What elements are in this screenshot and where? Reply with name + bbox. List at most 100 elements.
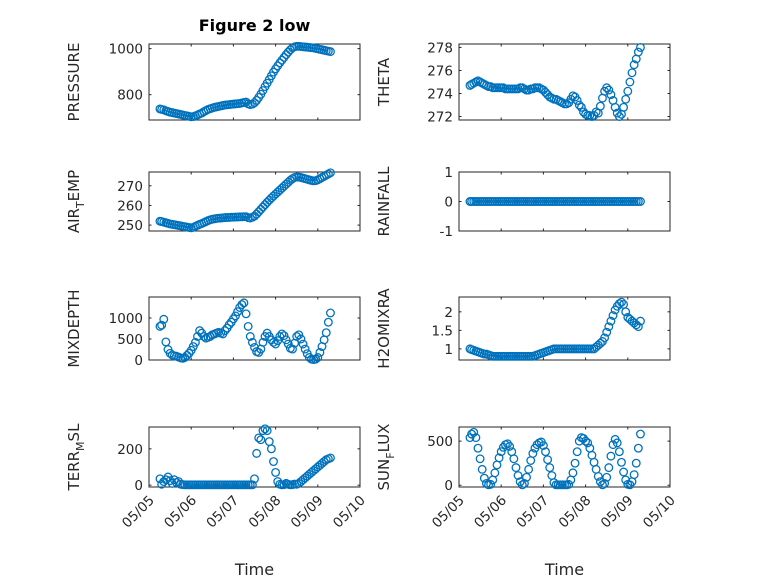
air_temp-axes-box (148, 171, 361, 232)
sun-flux-panel: 0 500 05/05 05/06 05/07 05/08 05/09 05/10 Time SU… (375, 424, 679, 579)
sun_flux-data-point (517, 480, 527, 490)
sun_flux-data-point (541, 447, 550, 457)
terr_msl-y-tick-label: 200 (117, 442, 143, 458)
pressure-data-point (279, 52, 289, 62)
sun_flux-y-tick-label: 500 (427, 434, 453, 450)
sun_flux-data-point (617, 457, 626, 467)
sun_flux-x-axis-label: Time (544, 560, 584, 579)
sun_flux-data-point (600, 479, 610, 488)
sun_flux-x-tick-label: 05/09 (598, 493, 637, 532)
sun_flux-data-point (602, 472, 612, 482)
mixdepth-y-axis-label: MIXDEPTH (65, 289, 83, 367)
theta-data-point (606, 90, 616, 100)
terr_msl-data-point (258, 426, 268, 436)
sun_flux-data-point (494, 453, 504, 463)
mixdepth-data-point (220, 326, 230, 336)
theta-data-point (604, 85, 614, 95)
h2omixra-panel: 1 1.5 2 H2OMIXRA (375, 288, 671, 369)
sun_flux-y-label-subscript: F (384, 452, 397, 458)
terr_msl-x-tick-label: 05/09 (288, 493, 327, 532)
mixdepth-data-point (321, 328, 331, 338)
sun_flux-data-point (490, 468, 500, 478)
terr_msl-data-point (271, 468, 281, 477)
sun_flux-y-tick-label: 0 (444, 478, 453, 494)
sun_flux-y-label-main: SUN (375, 459, 393, 491)
mixdepth-data-point (190, 337, 200, 347)
theta-data-point (627, 68, 637, 78)
terr_msl-x-tick-label: 05/05 (119, 493, 158, 532)
terr_msl-y-axis-label: TERRMSL (65, 423, 87, 492)
h2omixra-data-point (621, 307, 631, 317)
air_temp-y-tick-label: 260 (117, 198, 143, 214)
theta-data-point (629, 60, 639, 70)
h2omixra-data-point (600, 333, 610, 343)
pressure-y-tick-label: 800 (117, 88, 143, 104)
terr_msl-x-axis-label: Time (234, 560, 274, 579)
mixdepth-data-point (258, 337, 268, 347)
terr_msl-data-point (256, 435, 266, 445)
pressure-panel: 800 1000 PRESSURE Figure 2 low (65, 16, 361, 121)
sun_flux-data-point (511, 463, 521, 473)
sun_flux-data-point (513, 471, 523, 480)
sun_flux-data-point (612, 438, 622, 448)
theta-panel: 272 274 276 278 THETA (375, 40, 671, 126)
mixdepth-data-point (247, 337, 257, 347)
terr_msl-data-point (165, 476, 175, 486)
terr_msl-data-point (250, 474, 259, 484)
mixdepth-data-point (224, 320, 234, 330)
air_temp-data-point (326, 168, 335, 178)
pressure-data-point (250, 98, 259, 108)
terr_msl-data-point (266, 444, 276, 454)
pressure-data-point (277, 55, 287, 65)
mixdepth-data-point (313, 353, 323, 362)
h2omixra-data-point (614, 299, 624, 309)
terr_msl-y-label-main: TERR (65, 451, 83, 492)
sun_flux-data-point (604, 463, 614, 473)
mixdepth-data-point (277, 329, 287, 339)
mixdepth-y-tick-label: 1000 (109, 311, 143, 327)
mixdepth-y-tick-label: 500 (117, 332, 143, 348)
air_temp-y-label-rest: EMP (65, 170, 83, 201)
sun_flux-data-point (479, 473, 489, 483)
mixdepth-data-point (311, 354, 321, 364)
mixdepth-axes-box (148, 296, 361, 361)
theta-data-point (633, 47, 643, 57)
air_temp-y-axis-label: AIRTEMP (65, 170, 87, 233)
theta-data-point (625, 77, 635, 87)
sun_flux-data-point (598, 480, 607, 490)
mixdepth-y-tick-label: 0 (134, 353, 143, 369)
sun_flux-data-point (473, 443, 483, 453)
sun_flux-data-point (505, 441, 515, 451)
sun_flux-data-point (568, 468, 578, 478)
theta-data-point (621, 94, 631, 104)
theta-data-point (636, 43, 645, 52)
mixdepth-data-point (294, 330, 304, 340)
mixdepth-data-point (157, 320, 167, 330)
sun_flux-x-tick-label: 05/05 (429, 493, 468, 532)
rainfall-data-point (636, 197, 645, 206)
sun_flux-x-tick-label: 05/08 (556, 493, 595, 532)
terr_msl-x-tick-label: 05/06 (161, 493, 200, 532)
sun_flux-data-point (631, 458, 641, 468)
sun_flux-data-point (570, 458, 580, 468)
mixdepth-data-point (233, 307, 243, 317)
h2omixra-y-tick-label: 1 (444, 342, 453, 358)
mixdepth-data-point (245, 332, 255, 341)
sun_flux-data-point (614, 447, 624, 457)
pressure-y-tick-label: 1000 (109, 42, 143, 58)
mixdepth-data-point (159, 314, 169, 324)
theta-y-tick-label: 276 (427, 63, 453, 79)
sun_flux-data-point (522, 472, 531, 482)
sun_flux-data-point (543, 455, 553, 465)
sun_flux-data-point (545, 463, 555, 473)
sun_flux-data-point (636, 429, 645, 439)
sun_flux-axes-box (458, 426, 671, 488)
mixdepth-data-point (231, 311, 240, 321)
h2omixra-data-point (602, 327, 612, 337)
terr_msl-x-tick-label: 05/10 (330, 493, 369, 532)
mixdepth-panel: 0 500 1000 MIXDEPTH (65, 289, 361, 369)
terr_msl-data-point (252, 448, 262, 458)
theta-data-point (623, 86, 633, 96)
h2omixra-y-tick-label: 1.5 (432, 323, 453, 339)
